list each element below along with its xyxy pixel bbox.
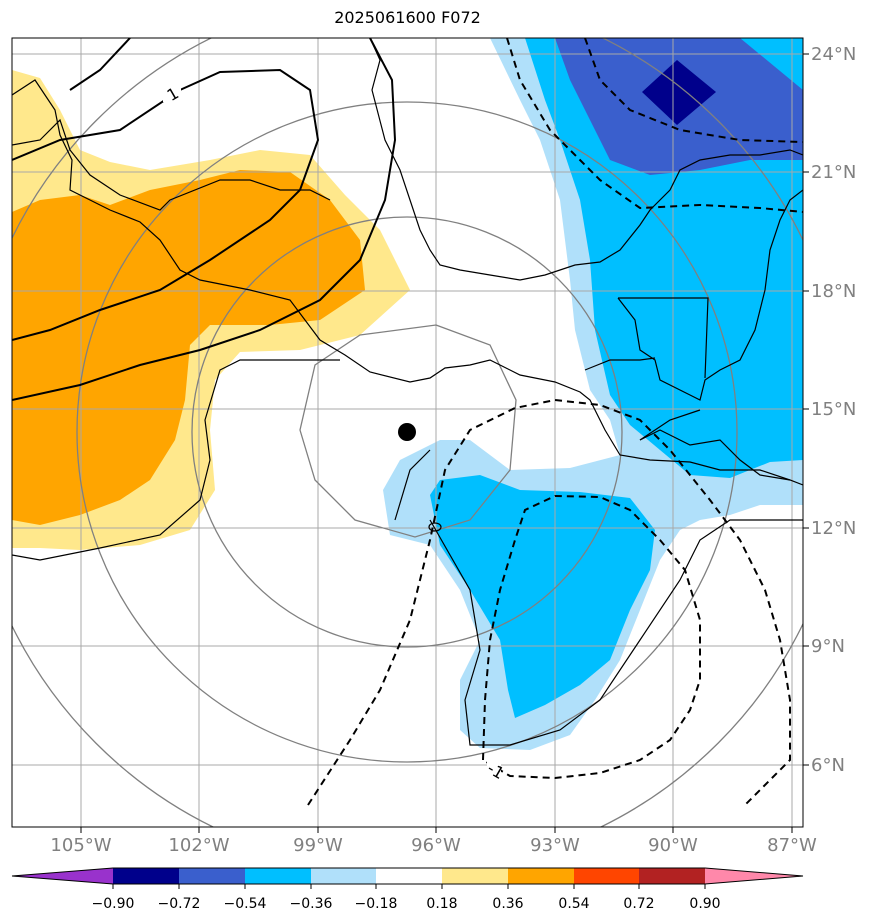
range-ring-middle [191,216,623,648]
lat-label-15n: 15°N [811,399,856,420]
contour-neg-outer [307,398,791,806]
colorbar-tick-label: 0.72 [623,896,654,912]
lon-label-93w: 93°W [530,835,580,856]
colorbar-segment-7 [508,868,574,884]
contour-neg-ne [584,38,803,143]
colorbar: −0.90 −0.72 −0.54 −0.36 −0.18 0.18 0.36 … [11,867,804,912]
colorbar-segment-9 [639,868,705,884]
colorbar-tick-label: −0.18 [355,896,398,912]
lat-label-9n: 9°N [811,636,845,657]
colorbar-segment-5 [376,868,442,884]
contour-top-left [69,38,131,91]
graticule [12,38,803,827]
contour-neg-inner [481,494,701,780]
lat-label-21n: 21°N [811,162,856,183]
colorbar-segment-10 [705,868,803,884]
map-frame [11,37,804,828]
colorbar-segment-6 [442,868,508,884]
coastlines [12,38,803,746]
contour-1-northwest [12,68,320,341]
colorbar-segment-2 [179,868,245,884]
storm-center-marker [398,423,416,441]
map-title: 2025061600 F072 [334,8,481,27]
colorbar-segment-3 [245,868,311,884]
lat-label-12n: 12°N [811,518,856,539]
positive-contours [12,38,397,401]
colorbar-ticks: −0.90 −0.72 −0.54 −0.36 −0.18 0.18 0.36 … [92,884,721,912]
contour-west-lower [12,38,397,401]
lon-label-96w: 96°W [411,835,461,856]
colorbar-tick-label: −0.72 [158,896,201,912]
contour-labels: 1 -1 [163,83,507,783]
range-ring-outer [76,101,738,763]
lon-label-99w: 99°W [293,835,343,856]
colorbar-segment-0 [12,868,113,884]
colorbar-tick-label: −0.90 [92,896,135,912]
colorbar-tick-label: 0.90 [689,896,720,912]
colorbar-tick-label: 0.18 [426,896,457,912]
latitude-labels: 24°N 21°N 18°N 15°N 12°N 9°N 6°N [803,44,856,776]
colorbar-tick-label: 0.54 [558,896,589,912]
lon-label-102w: 102°W [168,835,229,856]
longitude-labels: 105°W 102°W 99°W 96°W 93°W 90°W 87°W [50,827,817,856]
map-area: 1 -1 [12,38,803,827]
colorbar-tick-label: 0.36 [492,896,523,912]
colorbar-tick-label: −0.36 [290,896,333,912]
lon-label-87w: 87°W [767,835,817,856]
positive-anomaly-orange [12,170,365,525]
lat-label-24n: 24°N [811,44,856,65]
negative-contours [307,38,803,806]
colorbar-tick-label: −0.54 [224,896,267,912]
lat-label-6n: 6°N [811,755,845,776]
lon-label-105w: 105°W [50,835,111,856]
lon-label-90w: 90°W [648,835,698,856]
lat-label-18n: 18°N [811,281,856,302]
negative-anomaly-sky-south [430,475,655,718]
colorbar-segment-1 [113,868,179,884]
contour-neg-north [506,38,803,213]
negative-anomaly-dark [642,60,716,125]
colorbar-segment-8 [574,868,639,884]
colorbar-segment-4 [311,868,376,884]
